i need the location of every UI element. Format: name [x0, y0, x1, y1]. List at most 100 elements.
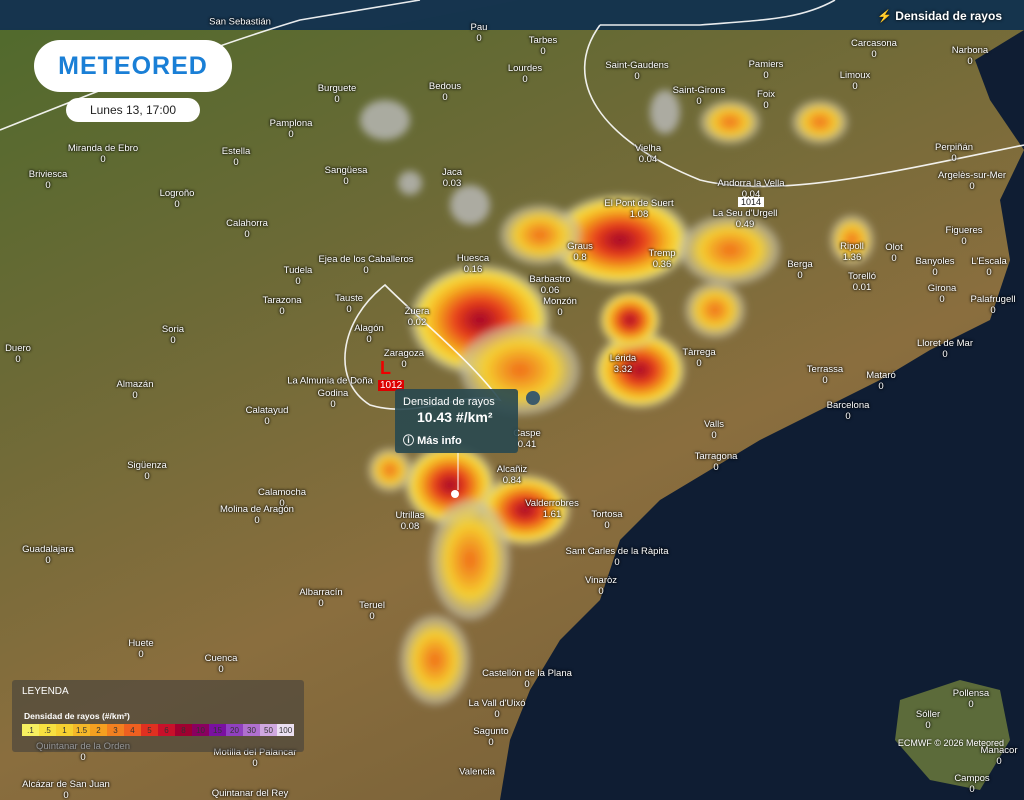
city-value: 0 [942, 349, 948, 360]
pressure-low-value: 1012 [378, 380, 405, 391]
city-name: Foix [757, 89, 775, 100]
more-info[interactable]: ⓘ Más info [403, 435, 462, 447]
city-value: 0 [711, 430, 717, 441]
city-name: Saint-Girons [672, 85, 726, 96]
city-name: Huesca [456, 253, 490, 264]
city-name: Pamplona [269, 118, 313, 129]
city-label: Tàrrega 0 [682, 347, 715, 369]
city-value: 0 [334, 94, 340, 105]
city-label: Limoux 0 [840, 70, 871, 92]
city-value: 0 [218, 664, 224, 675]
city-name: Zuera [404, 306, 430, 317]
city-name: Sagunto [473, 726, 509, 737]
city-name: Palafrugell [970, 294, 1016, 305]
city-name: Banyoles [915, 256, 955, 267]
city-value: 0 [346, 304, 352, 315]
legend-tick-label: 2 [96, 725, 101, 735]
city-label: Vinaròz 0 [585, 575, 617, 597]
isobar [583, 24, 1024, 188]
city-label: Alagón 0 [354, 323, 384, 345]
city-label: Tremp 0.36 [648, 248, 675, 270]
storm-cell [360, 100, 410, 140]
city-label: Bedous 0 [429, 81, 461, 103]
legend-swatch: 6 [158, 724, 175, 736]
city-label: Terrassa 0 [807, 364, 843, 386]
legend-swatch: 3 [107, 724, 124, 736]
city-value: 0 [990, 305, 996, 316]
legend-tick-label: 15 [213, 725, 222, 735]
city-value: 0 [144, 471, 150, 482]
city-value: 0 [279, 498, 285, 509]
city-name: Saint-Gaudens [605, 60, 669, 71]
storm-cell [430, 500, 510, 620]
city-label: Figueres 0 [946, 225, 983, 247]
city-name: Soria [161, 324, 185, 335]
city-label: Berga 0 [787, 259, 812, 281]
city-value: 0 [763, 100, 769, 111]
city-value: 0 [822, 375, 828, 386]
city-value: 0.01 [852, 282, 872, 293]
storm-cell [830, 215, 874, 265]
city-value: 0 [763, 70, 769, 81]
city-name: Tauste [335, 293, 363, 304]
storm-cell [792, 100, 848, 144]
city-value: 0.84 [502, 475, 522, 486]
city-value: 0 [996, 756, 1002, 767]
city-value: 0 [604, 520, 610, 531]
isobar-label: 1014 [738, 197, 765, 207]
city-value: 0 [494, 709, 500, 720]
datetime[interactable]: Lunes 13, 17:00 [66, 98, 200, 122]
city-label: Torelló 0.01 [848, 271, 876, 293]
city-name: Terrassa [806, 364, 844, 375]
city-value: 0 [254, 515, 260, 526]
city-value: 0 [363, 265, 369, 276]
city-name: Utrillas [395, 510, 425, 521]
city-label: Carcasona 0 [851, 38, 897, 60]
tooltip-title: Densidad de rayos [403, 396, 495, 408]
city-name: Tortosa [591, 509, 623, 520]
city-label: Calatayud 0 [246, 405, 289, 427]
city-label: Graus 0.8 [567, 241, 593, 263]
city-name: Motilla del Palancar [213, 747, 297, 758]
legend-swatch: 4 [124, 724, 141, 736]
city-name: Torelló [848, 271, 876, 282]
city-label: Andorra la Vella 0.04 [717, 178, 784, 200]
location-dot [526, 391, 540, 405]
city-name: Limoux [839, 70, 871, 81]
city-name: Sigüenza [127, 460, 167, 471]
city-name: San Sebastián [209, 16, 271, 28]
legend-swatch: 2 [90, 724, 107, 736]
logo[interactable]: METEORED [34, 40, 232, 92]
layer-label: Densidad de rayos [895, 9, 1002, 23]
layer-name[interactable]: ⚡ Densidad de rayos [877, 9, 1002, 23]
city-label: Logroño 0 [160, 188, 195, 210]
city-label: Tarragona 0 [695, 451, 738, 473]
city-value: 0.04 [638, 154, 658, 165]
city-name: Almazán [116, 379, 154, 390]
city-value: 0.04 [741, 189, 761, 200]
city-value: 0 [369, 611, 375, 622]
city-value: 0 [986, 267, 992, 278]
city-value: 0 [522, 74, 528, 85]
city-label: Barcelona 0 [827, 400, 870, 422]
city-name: Duero [5, 343, 31, 354]
city-name: Quintanar del Rey [211, 788, 289, 799]
legend-tick-label: .5 [44, 725, 51, 735]
city-value: 0.36 [652, 259, 672, 270]
mediterranean-sea [500, 150, 1024, 800]
city-name: Molina de Aragón [220, 504, 294, 515]
city-label: Ejea de los Caballeros 0 [318, 254, 413, 276]
storm-cell [650, 90, 680, 134]
more-info-label[interactable]: Más info [417, 435, 462, 447]
legend-swatch: 20 [226, 724, 243, 736]
city-name: Sant Carles de la Ràpita [565, 546, 669, 557]
legend-swatch: 8 [175, 724, 192, 736]
city-value: 0 [132, 390, 138, 401]
city-value: 1.08 [629, 209, 649, 220]
storm-cell [368, 448, 412, 492]
selected-point [451, 490, 459, 498]
city-label: Sóller 0 [916, 709, 940, 731]
city-value: 0 [878, 381, 884, 392]
legend-tick-label: 1 [62, 725, 67, 735]
